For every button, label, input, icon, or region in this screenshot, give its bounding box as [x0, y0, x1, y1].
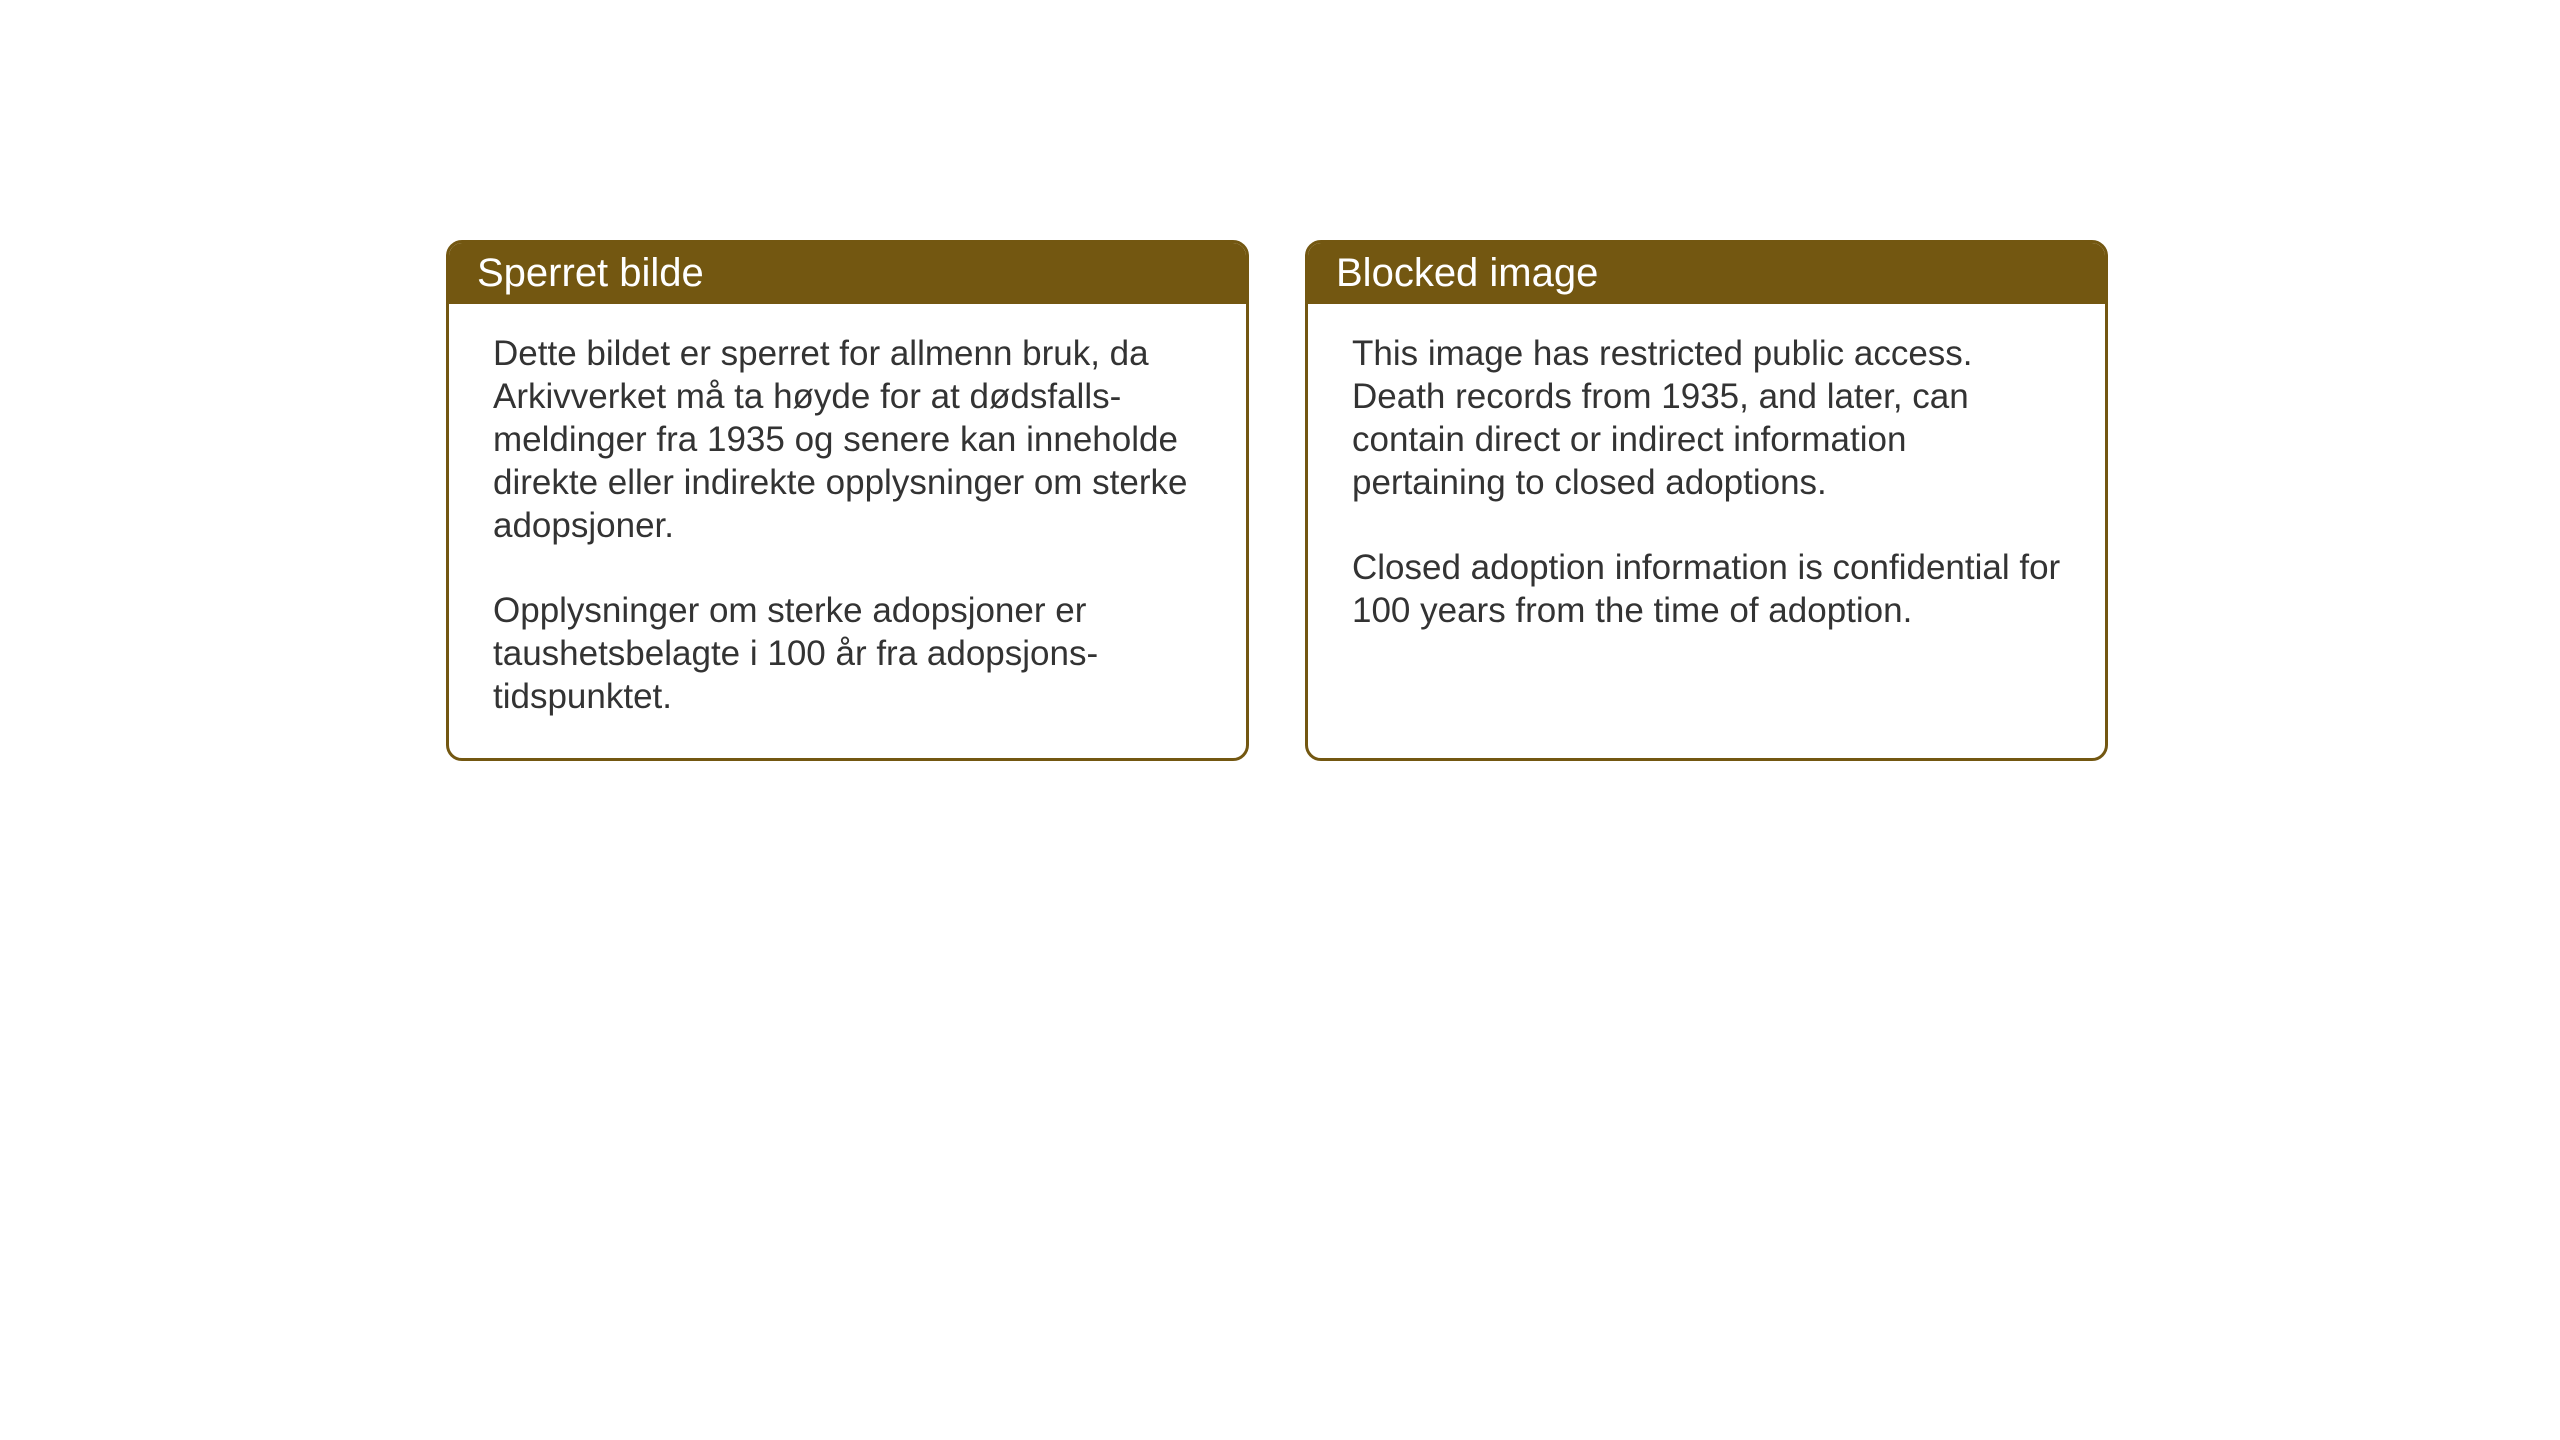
notice-paragraph-1-english: This image has restricted public access.…: [1352, 332, 2061, 504]
notice-container: Sperret bilde Dette bildet er sperret fo…: [446, 240, 2108, 761]
notice-body-norwegian: Dette bildet er sperret for allmenn bruk…: [449, 304, 1246, 758]
notice-body-english: This image has restricted public access.…: [1308, 304, 2105, 734]
notice-paragraph-1-norwegian: Dette bildet er sperret for allmenn bruk…: [493, 332, 1202, 547]
notice-header-norwegian: Sperret bilde: [449, 243, 1246, 304]
notice-paragraph-2-norwegian: Opplysninger om sterke adopsjoner er tau…: [493, 589, 1202, 718]
notice-title-norwegian: Sperret bilde: [477, 251, 704, 295]
notice-box-norwegian: Sperret bilde Dette bildet er sperret fo…: [446, 240, 1249, 761]
notice-header-english: Blocked image: [1308, 243, 2105, 304]
notice-paragraph-2-english: Closed adoption information is confident…: [1352, 546, 2061, 632]
notice-box-english: Blocked image This image has restricted …: [1305, 240, 2108, 761]
notice-title-english: Blocked image: [1336, 251, 1598, 295]
